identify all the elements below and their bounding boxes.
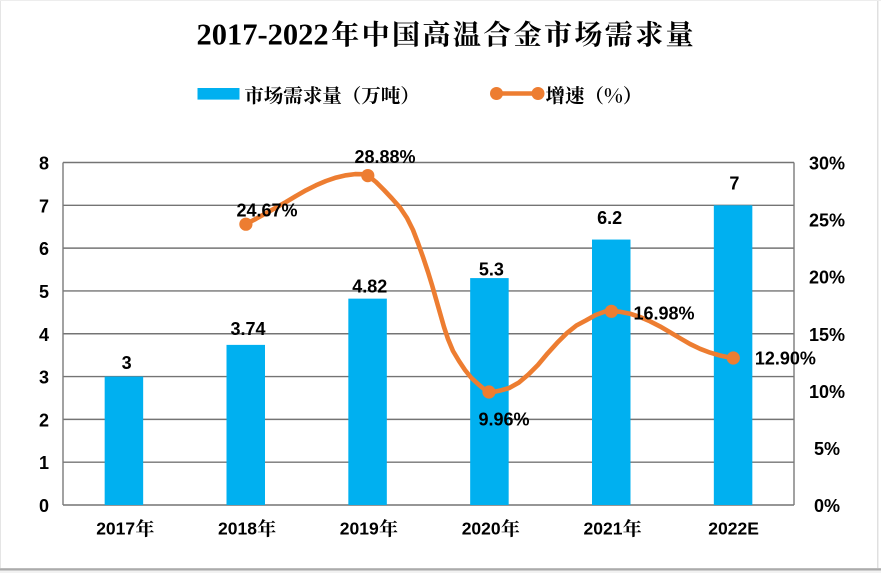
svg-text:2: 2 [39,410,49,430]
svg-text:0: 0 [39,496,49,516]
svg-text:24.67%: 24.67% [236,201,297,221]
svg-text:16.98%: 16.98% [634,304,695,324]
svg-text:2022E: 2022E [708,519,759,539]
svg-text:8: 8 [39,154,49,174]
svg-text:2019: 2019 [340,519,379,539]
svg-text:25%: 25% [809,211,845,231]
svg-text:10%: 10% [809,382,845,402]
svg-text:6.2: 6.2 [597,208,622,228]
svg-text:2018: 2018 [218,519,257,539]
svg-text:28.88%: 28.88% [354,147,415,167]
svg-text:7: 7 [729,174,739,194]
svg-text:5%: 5% [814,439,840,459]
svg-text:2017: 2017 [96,519,135,539]
svg-text:2020: 2020 [462,519,501,539]
svg-text:4: 4 [39,325,49,345]
svg-text:6: 6 [39,239,49,259]
svg-text:5: 5 [39,282,49,302]
svg-text:2021: 2021 [584,519,623,539]
svg-text:15%: 15% [809,325,845,345]
svg-text:30%: 30% [809,154,845,174]
svg-text:0%: 0% [814,496,840,516]
svg-text:3.74: 3.74 [230,319,265,339]
svg-text:3: 3 [39,368,49,388]
svg-text:5.3: 5.3 [479,260,504,280]
svg-text:3: 3 [122,353,132,373]
svg-text:20%: 20% [809,268,845,288]
svg-text:1: 1 [39,453,49,473]
svg-text:12.90%: 12.90% [755,349,816,369]
svg-text:2017-2022: 2017-2022 [197,18,329,52]
svg-text:4.82: 4.82 [352,277,387,297]
svg-text:9.96%: 9.96% [478,410,529,430]
svg-text:7: 7 [39,196,49,216]
